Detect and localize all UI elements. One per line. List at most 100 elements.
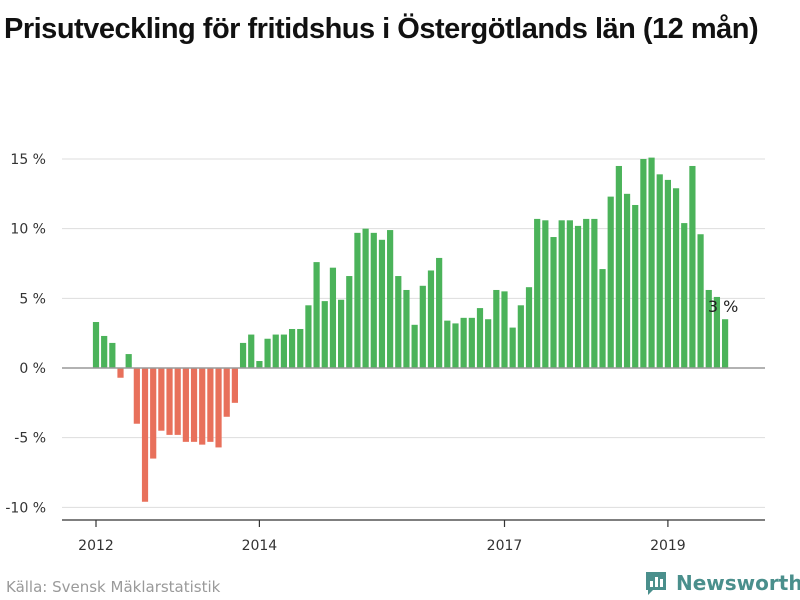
bar-2016-10 (558, 220, 565, 368)
bar-2012-09 (158, 368, 165, 431)
bar-2017-05 (615, 165, 622, 368)
bar-2016-02 (493, 289, 500, 368)
bar-2015-03 (403, 289, 410, 368)
bar-2015-07 (436, 257, 443, 368)
bar-2015-04 (411, 324, 418, 368)
bar-2016-09 (550, 237, 557, 368)
bar-2012-11 (174, 368, 181, 435)
bar-2013-05 (223, 368, 230, 417)
newsworthy-logo-icon (646, 572, 666, 595)
axes (62, 367, 765, 521)
y-tick-label: -5 % (14, 431, 46, 447)
bar-2017-02 (591, 218, 598, 368)
x-tick-label: 2012 (78, 538, 114, 554)
bar-2014-06 (329, 267, 337, 368)
bar-2015-05 (419, 285, 426, 368)
bar-2015-06 (427, 270, 435, 368)
bar-2013-11 (272, 334, 279, 368)
brand-logo: Newsworthy (644, 568, 800, 598)
bar-2017-12 (672, 188, 680, 368)
bar-2017-09 (648, 157, 655, 368)
bar-2017-11 (664, 179, 671, 368)
bar-2014-05 (321, 301, 328, 368)
bar-2013-04 (215, 368, 222, 448)
bar-2014-12 (378, 239, 386, 368)
bar-2014-11 (370, 232, 377, 368)
bar-2017-03 (599, 269, 606, 368)
y-tick-label: 15 % (10, 152, 46, 168)
bar-2015-09 (452, 323, 459, 368)
bar-2015-08 (444, 320, 451, 368)
bar-2016-05 (517, 305, 524, 368)
x-axis-tick-labels: 2012 2014 2017 2019 (78, 520, 686, 554)
bar-2017-07 (632, 204, 639, 368)
x-tick-label: 2014 (242, 538, 278, 554)
bar-2012-05 (125, 354, 132, 368)
y-tick-label: 0 % (19, 361, 46, 377)
bar-2018-06 (721, 319, 729, 368)
bar-2016-06 (525, 287, 533, 368)
bar-2018-05 (713, 296, 721, 368)
bar-2012-08 (150, 368, 157, 459)
bar-2013-01 (190, 368, 198, 442)
bar-2012-01 (92, 322, 100, 368)
bar-2016-12 (574, 225, 582, 368)
source-note: Källa: Svensk Mäklarstatistik (6, 578, 221, 596)
bar-2014-01 (288, 328, 296, 368)
bar-2017-01 (583, 218, 590, 368)
x-tick-label: 2019 (650, 538, 686, 554)
grid-lines (62, 158, 765, 508)
bar-2012-12 (182, 368, 189, 442)
bar-2018-03 (697, 234, 704, 368)
bar-2016-11 (566, 220, 573, 368)
bar-2015-01 (387, 230, 394, 368)
bar-2012-04 (117, 368, 124, 378)
bar-2014-02 (297, 328, 304, 368)
bar-2015-11 (468, 317, 475, 368)
bar-2013-03 (207, 368, 214, 442)
bar-2013-09 (256, 361, 263, 368)
bar-2013-12 (280, 334, 288, 368)
bar-2012-10 (166, 368, 173, 435)
bar-2017-10 (656, 174, 663, 368)
bar-2016-07 (534, 218, 541, 368)
bar-2014-07 (338, 299, 345, 368)
y-tick-label: 5 % (19, 291, 46, 307)
bar-2013-08 (248, 334, 255, 368)
bar-2017-06 (623, 193, 631, 368)
bar-2013-02 (199, 368, 206, 445)
bar-2016-01 (485, 319, 492, 368)
bar-2013-10 (264, 338, 271, 368)
bar-2012-06 (133, 368, 140, 424)
chart-title: Prisutveckling för fritidshus i Östergöt… (4, 13, 759, 45)
bar-2014-04 (313, 262, 320, 368)
bar-2016-03 (501, 291, 508, 368)
last-value-label: 3 % (708, 297, 738, 316)
bar-2015-12 (476, 308, 484, 368)
bar-2013-07 (239, 342, 247, 368)
bar-2018-04 (705, 289, 712, 368)
bar-2017-04 (607, 196, 614, 368)
bar-2015-10 (460, 317, 467, 368)
bar-2018-01 (681, 223, 688, 368)
bar-2014-03 (305, 305, 312, 368)
bar-2014-08 (346, 276, 353, 368)
bar-2012-03 (109, 342, 116, 368)
bar-2018-02 (689, 165, 696, 368)
y-tick-label: -10 % (5, 500, 46, 516)
bar-2012-07 (141, 368, 149, 502)
annotations: 3 % (708, 297, 738, 316)
bars (92, 157, 729, 502)
bar-2016-04 (509, 327, 516, 368)
brand-name: Newsworthy (676, 571, 800, 595)
bar-2012-02 (101, 335, 108, 368)
x-tick-label: 2017 (487, 538, 523, 554)
bar-2014-09 (354, 232, 361, 368)
bar-2015-02 (395, 276, 402, 368)
bar-2017-08 (640, 159, 647, 368)
y-tick-label: 10 % (10, 222, 46, 238)
y-axis-tick-labels: 15 % 10 % 5 % 0 % -5 % -10 % (5, 152, 46, 516)
bar-2016-08 (542, 220, 549, 368)
bar-2013-06 (231, 368, 238, 403)
